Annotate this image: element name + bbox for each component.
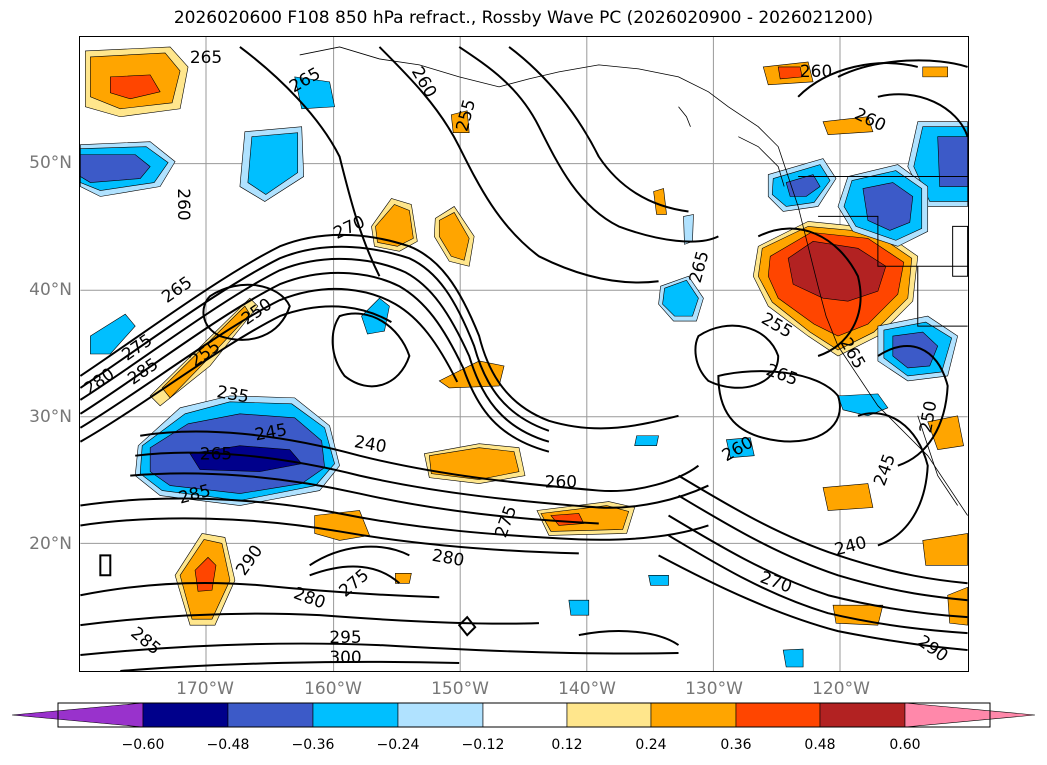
contour-label: 270 bbox=[758, 567, 795, 597]
contour-label: 290 bbox=[231, 541, 266, 579]
contour-label: 260 bbox=[545, 472, 577, 492]
colorbar-tick: 0.24 bbox=[635, 737, 667, 753]
colorbar-segment bbox=[735, 702, 821, 728]
lon-label-130w: 130°W bbox=[685, 679, 743, 699]
contours bbox=[80, 46, 968, 671]
shaded-regions bbox=[80, 46, 968, 668]
contour-label: 240 bbox=[353, 431, 388, 456]
colorbar-segment bbox=[142, 702, 229, 728]
colorbar-tick: 0.60 bbox=[889, 737, 921, 753]
contour-label: 265 bbox=[685, 249, 713, 285]
colorbar-segment bbox=[312, 702, 399, 728]
colorbar-tick: −0.12 bbox=[461, 737, 505, 753]
contour-label: 260 bbox=[800, 61, 832, 81]
lat-label-20n: 20°N bbox=[29, 534, 72, 554]
colorbar-extend-low bbox=[11, 702, 144, 728]
boundaries bbox=[798, 176, 968, 327]
colorbar-tick: −0.48 bbox=[206, 737, 250, 753]
coastlines bbox=[299, 46, 968, 516]
colorbar-segment bbox=[227, 702, 314, 728]
colorbar bbox=[11, 702, 1036, 728]
contour-label: 285 bbox=[127, 622, 165, 658]
colorbar-tick: 0.48 bbox=[804, 737, 836, 753]
contour-label: 265 bbox=[764, 359, 801, 389]
contour-label: 300 bbox=[329, 647, 361, 667]
colorbar-tick: 0.12 bbox=[551, 737, 583, 753]
colorbar-tick: −0.60 bbox=[121, 737, 165, 753]
contour-label: 280 bbox=[291, 583, 328, 613]
lat-label-40n: 40°N bbox=[29, 280, 72, 300]
lon-label-140w: 140°W bbox=[558, 679, 616, 699]
lat-label-50n: 50°N bbox=[29, 153, 72, 173]
contour-label: 265 bbox=[200, 444, 232, 464]
contour-label: 280 bbox=[431, 545, 466, 570]
contour-label: 295 bbox=[329, 627, 361, 647]
lon-label-120w: 120°W bbox=[812, 679, 870, 699]
colorbar-tick: −0.24 bbox=[376, 737, 420, 753]
contour-label: 275 bbox=[490, 503, 520, 540]
map-title: 2026020600 F108 850 hPa refract., Rossby… bbox=[173, 8, 874, 28]
colorbar-extend-high bbox=[904, 702, 1036, 728]
contour-label: 275 bbox=[335, 565, 373, 601]
colorbar-segment bbox=[482, 702, 568, 728]
lon-label-150w: 150°W bbox=[431, 679, 489, 699]
lon-label-170w: 170°W bbox=[176, 679, 234, 699]
lon-label-160w: 160°W bbox=[304, 679, 362, 699]
lat-label-30n: 30°N bbox=[29, 407, 72, 427]
colorbar-segment bbox=[566, 702, 652, 728]
contour-label: 290 bbox=[914, 631, 952, 666]
colorbar-segment bbox=[650, 702, 737, 728]
map-panel: 265 265 260 255 260 260 260 270 265 265 … bbox=[79, 36, 969, 672]
colorbar-tick: 0.36 bbox=[720, 737, 752, 753]
colorbar-tick: −0.36 bbox=[291, 737, 335, 753]
contour-label: 255 bbox=[452, 97, 480, 133]
colorbar-segment bbox=[397, 702, 484, 728]
colorbar-segment bbox=[819, 702, 906, 728]
contour-label: 265 bbox=[190, 47, 222, 67]
contour-label: 240 bbox=[832, 532, 868, 560]
contour-label: 245 bbox=[869, 451, 899, 488]
contour-label: 260 bbox=[718, 432, 756, 465]
contour-label: 260 bbox=[174, 188, 194, 220]
